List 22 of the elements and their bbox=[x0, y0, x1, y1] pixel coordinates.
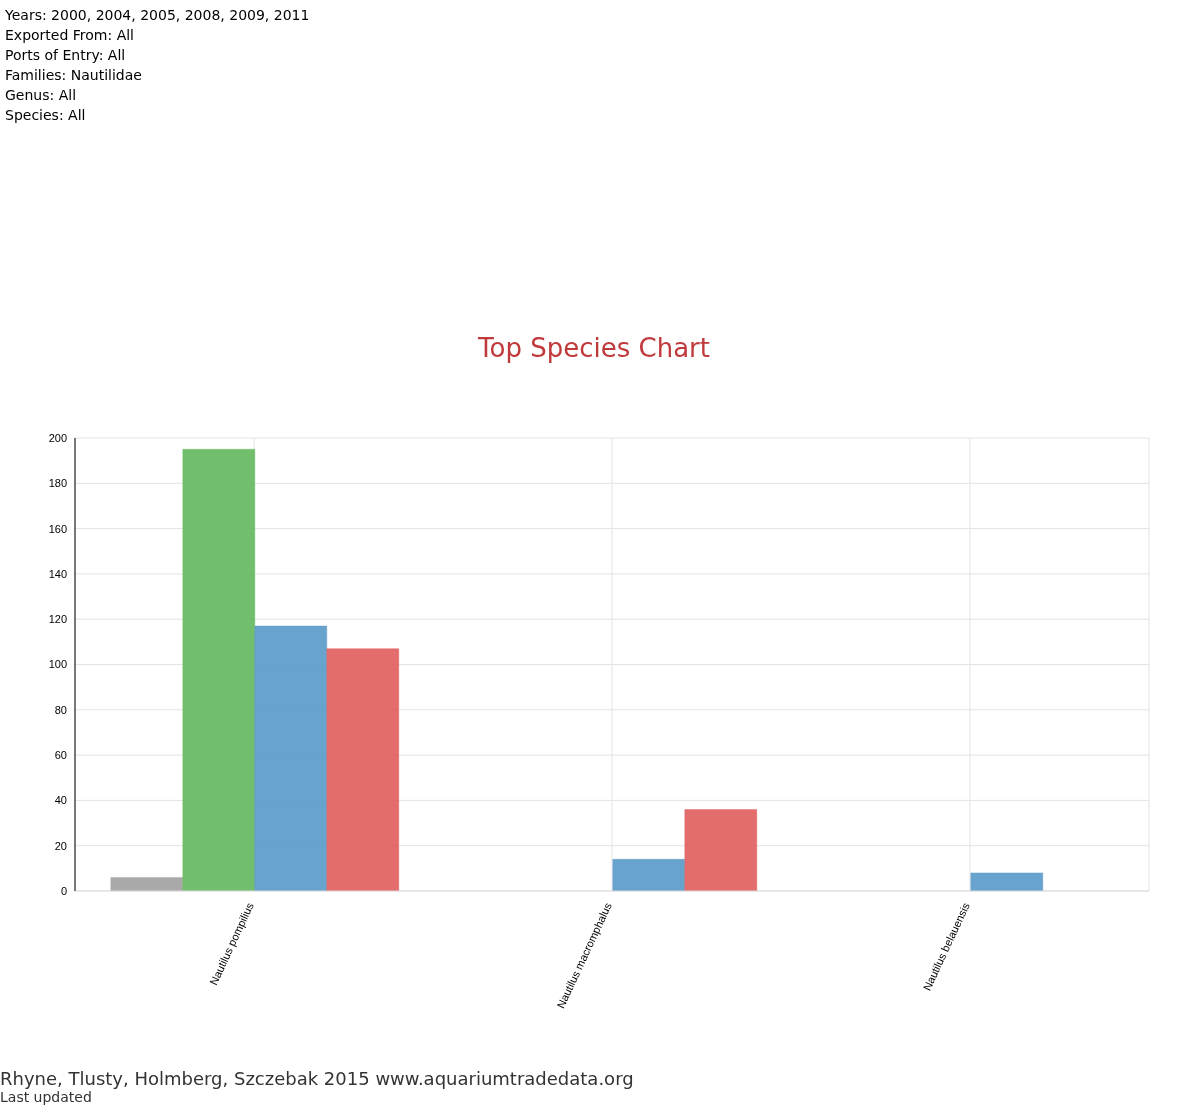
bar bbox=[254, 625, 328, 891]
chart-title: Top Species Chart bbox=[477, 333, 711, 363]
bar bbox=[684, 808, 758, 891]
bar bbox=[970, 872, 1044, 891]
text: Last updated bbox=[0, 1089, 93, 1105]
y-tick-label: 100 bbox=[48, 658, 67, 671]
bar bbox=[612, 858, 686, 891]
y-tick-label: 0 bbox=[60, 884, 67, 897]
y-tick-label: 20 bbox=[54, 839, 67, 852]
y-tick-label: 120 bbox=[48, 613, 67, 626]
bar bbox=[326, 648, 400, 891]
text: Rhyne, Tlusty, Holmberg, Szczebak 2015 www.aquariumtradedata.org bbox=[0, 1068, 634, 1089]
bar bbox=[182, 448, 256, 891]
y-tick-label: 140 bbox=[48, 567, 67, 580]
y-tick-label: 60 bbox=[54, 749, 67, 762]
y-tick-label: 160 bbox=[48, 522, 67, 535]
y-tick-label: 80 bbox=[54, 703, 67, 716]
y-tick-label: 200 bbox=[48, 431, 67, 444]
chart-subtitle: Years: 2000, 2004, 2005, 2008, 2009, 2011 Exported From: All Ports of Entry: All Families: Nautilidae Genus: All Species: All bbox=[5, 6, 310, 125]
y-tick-label: 40 bbox=[54, 794, 67, 807]
bar bbox=[110, 876, 184, 891]
y-tick-label: 180 bbox=[48, 477, 67, 490]
